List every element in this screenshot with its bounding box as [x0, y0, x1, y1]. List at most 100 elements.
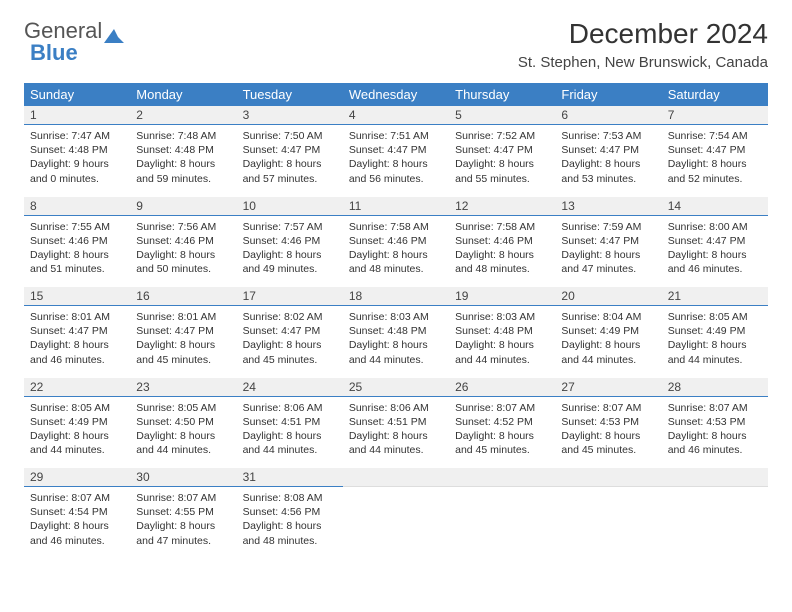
- daylight-line: Daylight: 8 hours and 44 minutes.: [243, 429, 337, 457]
- sunrise-line: Sunrise: 8:08 AM: [243, 491, 337, 505]
- day-content-cell: Sunrise: 8:03 AMSunset: 4:48 PMDaylight:…: [449, 306, 555, 378]
- day-content-cell: Sunrise: 8:08 AMSunset: 4:56 PMDaylight:…: [237, 487, 343, 559]
- sunset-line: Sunset: 4:51 PM: [243, 415, 337, 429]
- logo-text-2: Blue: [30, 40, 78, 66]
- day-content-cell: Sunrise: 8:07 AMSunset: 4:52 PMDaylight:…: [449, 396, 555, 468]
- sunset-line: Sunset: 4:47 PM: [561, 143, 655, 157]
- day-number-cell: 16: [130, 287, 236, 306]
- day-content-cell: Sunrise: 8:07 AMSunset: 4:54 PMDaylight:…: [24, 487, 130, 559]
- day-content-cell: Sunrise: 8:05 AMSunset: 4:49 PMDaylight:…: [24, 396, 130, 468]
- sunrise-line: Sunrise: 7:47 AM: [30, 129, 124, 143]
- day-content-cell: [662, 487, 768, 559]
- day-number-cell: 20: [555, 287, 661, 306]
- calendar-header-row: Sunday Monday Tuesday Wednesday Thursday…: [24, 83, 768, 106]
- daylight-line: Daylight: 8 hours and 45 minutes.: [136, 338, 230, 366]
- sunrise-line: Sunrise: 7:58 AM: [349, 220, 443, 234]
- sunset-line: Sunset: 4:47 PM: [668, 234, 762, 248]
- sunset-line: Sunset: 4:48 PM: [349, 324, 443, 338]
- sunset-line: Sunset: 4:47 PM: [243, 324, 337, 338]
- daylight-line: Daylight: 8 hours and 56 minutes.: [349, 157, 443, 185]
- daylight-line: Daylight: 8 hours and 44 minutes.: [668, 338, 762, 366]
- day-number-cell: 3: [237, 106, 343, 125]
- day-number-cell: [555, 468, 661, 487]
- daylight-line: Daylight: 8 hours and 53 minutes.: [561, 157, 655, 185]
- sunrise-line: Sunrise: 8:07 AM: [30, 491, 124, 505]
- day-number-cell: 1: [24, 106, 130, 125]
- sunset-line: Sunset: 4:47 PM: [243, 143, 337, 157]
- day-content-cell: Sunrise: 7:58 AMSunset: 4:46 PMDaylight:…: [449, 215, 555, 287]
- day-header: Saturday: [662, 83, 768, 106]
- daylight-line: Daylight: 8 hours and 47 minutes.: [561, 248, 655, 276]
- day-number-cell: 13: [555, 197, 661, 216]
- day-content-cell: Sunrise: 8:07 AMSunset: 4:53 PMDaylight:…: [662, 396, 768, 468]
- sunset-line: Sunset: 4:48 PM: [136, 143, 230, 157]
- day-number-cell: 19: [449, 287, 555, 306]
- day-number-cell: 25: [343, 378, 449, 397]
- daylight-line: Daylight: 8 hours and 47 minutes.: [136, 519, 230, 547]
- day-content-cell: Sunrise: 8:07 AMSunset: 4:55 PMDaylight:…: [130, 487, 236, 559]
- logo-icon: [104, 23, 124, 39]
- sunset-line: Sunset: 4:56 PM: [243, 505, 337, 519]
- day-content-cell: Sunrise: 8:06 AMSunset: 4:51 PMDaylight:…: [343, 396, 449, 468]
- page-title: December 2024: [518, 18, 768, 50]
- sunset-line: Sunset: 4:50 PM: [136, 415, 230, 429]
- sunset-line: Sunset: 4:48 PM: [455, 324, 549, 338]
- sunset-line: Sunset: 4:49 PM: [561, 324, 655, 338]
- sunset-line: Sunset: 4:53 PM: [668, 415, 762, 429]
- sunset-line: Sunset: 4:47 PM: [136, 324, 230, 338]
- daylight-line: Daylight: 8 hours and 44 minutes.: [349, 429, 443, 457]
- day-content-cell: Sunrise: 7:55 AMSunset: 4:46 PMDaylight:…: [24, 215, 130, 287]
- day-content-cell: Sunrise: 8:06 AMSunset: 4:51 PMDaylight:…: [237, 396, 343, 468]
- sunrise-line: Sunrise: 8:05 AM: [30, 401, 124, 415]
- day-content-cell: Sunrise: 8:01 AMSunset: 4:47 PMDaylight:…: [130, 306, 236, 378]
- sunset-line: Sunset: 4:46 PM: [349, 234, 443, 248]
- daylight-line: Daylight: 8 hours and 55 minutes.: [455, 157, 549, 185]
- day-number-cell: 15: [24, 287, 130, 306]
- day-content-row: Sunrise: 8:05 AMSunset: 4:49 PMDaylight:…: [24, 396, 768, 468]
- sunrise-line: Sunrise: 7:52 AM: [455, 129, 549, 143]
- sunset-line: Sunset: 4:46 PM: [136, 234, 230, 248]
- sunrise-line: Sunrise: 8:06 AM: [349, 401, 443, 415]
- day-number-row: 293031: [24, 468, 768, 487]
- day-number-row: 891011121314: [24, 197, 768, 216]
- day-content-cell: Sunrise: 7:54 AMSunset: 4:47 PMDaylight:…: [662, 125, 768, 197]
- day-number-cell: 9: [130, 197, 236, 216]
- daylight-line: Daylight: 8 hours and 46 minutes.: [668, 429, 762, 457]
- day-number-row: 1234567: [24, 106, 768, 125]
- sunrise-line: Sunrise: 8:01 AM: [136, 310, 230, 324]
- day-number-cell: 27: [555, 378, 661, 397]
- day-number-cell: 31: [237, 468, 343, 487]
- day-number-cell: 26: [449, 378, 555, 397]
- day-content-cell: [343, 487, 449, 559]
- day-content-cell: Sunrise: 7:51 AMSunset: 4:47 PMDaylight:…: [343, 125, 449, 197]
- day-number-cell: 18: [343, 287, 449, 306]
- sunrise-line: Sunrise: 7:59 AM: [561, 220, 655, 234]
- day-number-cell: 8: [24, 197, 130, 216]
- day-content-cell: Sunrise: 7:50 AMSunset: 4:47 PMDaylight:…: [237, 125, 343, 197]
- day-number-cell: 23: [130, 378, 236, 397]
- sunrise-line: Sunrise: 8:07 AM: [136, 491, 230, 505]
- day-content-cell: Sunrise: 7:53 AMSunset: 4:47 PMDaylight:…: [555, 125, 661, 197]
- day-number-cell: 22: [24, 378, 130, 397]
- day-header: Friday: [555, 83, 661, 106]
- sunrise-line: Sunrise: 8:04 AM: [561, 310, 655, 324]
- daylight-line: Daylight: 8 hours and 48 minutes.: [455, 248, 549, 276]
- day-number-row: 15161718192021: [24, 287, 768, 306]
- daylight-line: Daylight: 9 hours and 0 minutes.: [30, 157, 124, 185]
- sunrise-line: Sunrise: 8:07 AM: [455, 401, 549, 415]
- calendar-table: Sunday Monday Tuesday Wednesday Thursday…: [24, 83, 768, 559]
- day-number-cell: [449, 468, 555, 487]
- sunset-line: Sunset: 4:47 PM: [561, 234, 655, 248]
- day-number-cell: 14: [662, 197, 768, 216]
- sunrise-line: Sunrise: 7:51 AM: [349, 129, 443, 143]
- daylight-line: Daylight: 8 hours and 44 minutes.: [561, 338, 655, 366]
- header: General December 2024 St. Stephen, New B…: [24, 18, 768, 71]
- sunset-line: Sunset: 4:48 PM: [30, 143, 124, 157]
- sunset-line: Sunset: 4:55 PM: [136, 505, 230, 519]
- daylight-line: Daylight: 8 hours and 59 minutes.: [136, 157, 230, 185]
- daylight-line: Daylight: 8 hours and 44 minutes.: [136, 429, 230, 457]
- daylight-line: Daylight: 8 hours and 50 minutes.: [136, 248, 230, 276]
- sunrise-line: Sunrise: 8:03 AM: [349, 310, 443, 324]
- sunrise-line: Sunrise: 7:57 AM: [243, 220, 337, 234]
- sunrise-line: Sunrise: 7:53 AM: [561, 129, 655, 143]
